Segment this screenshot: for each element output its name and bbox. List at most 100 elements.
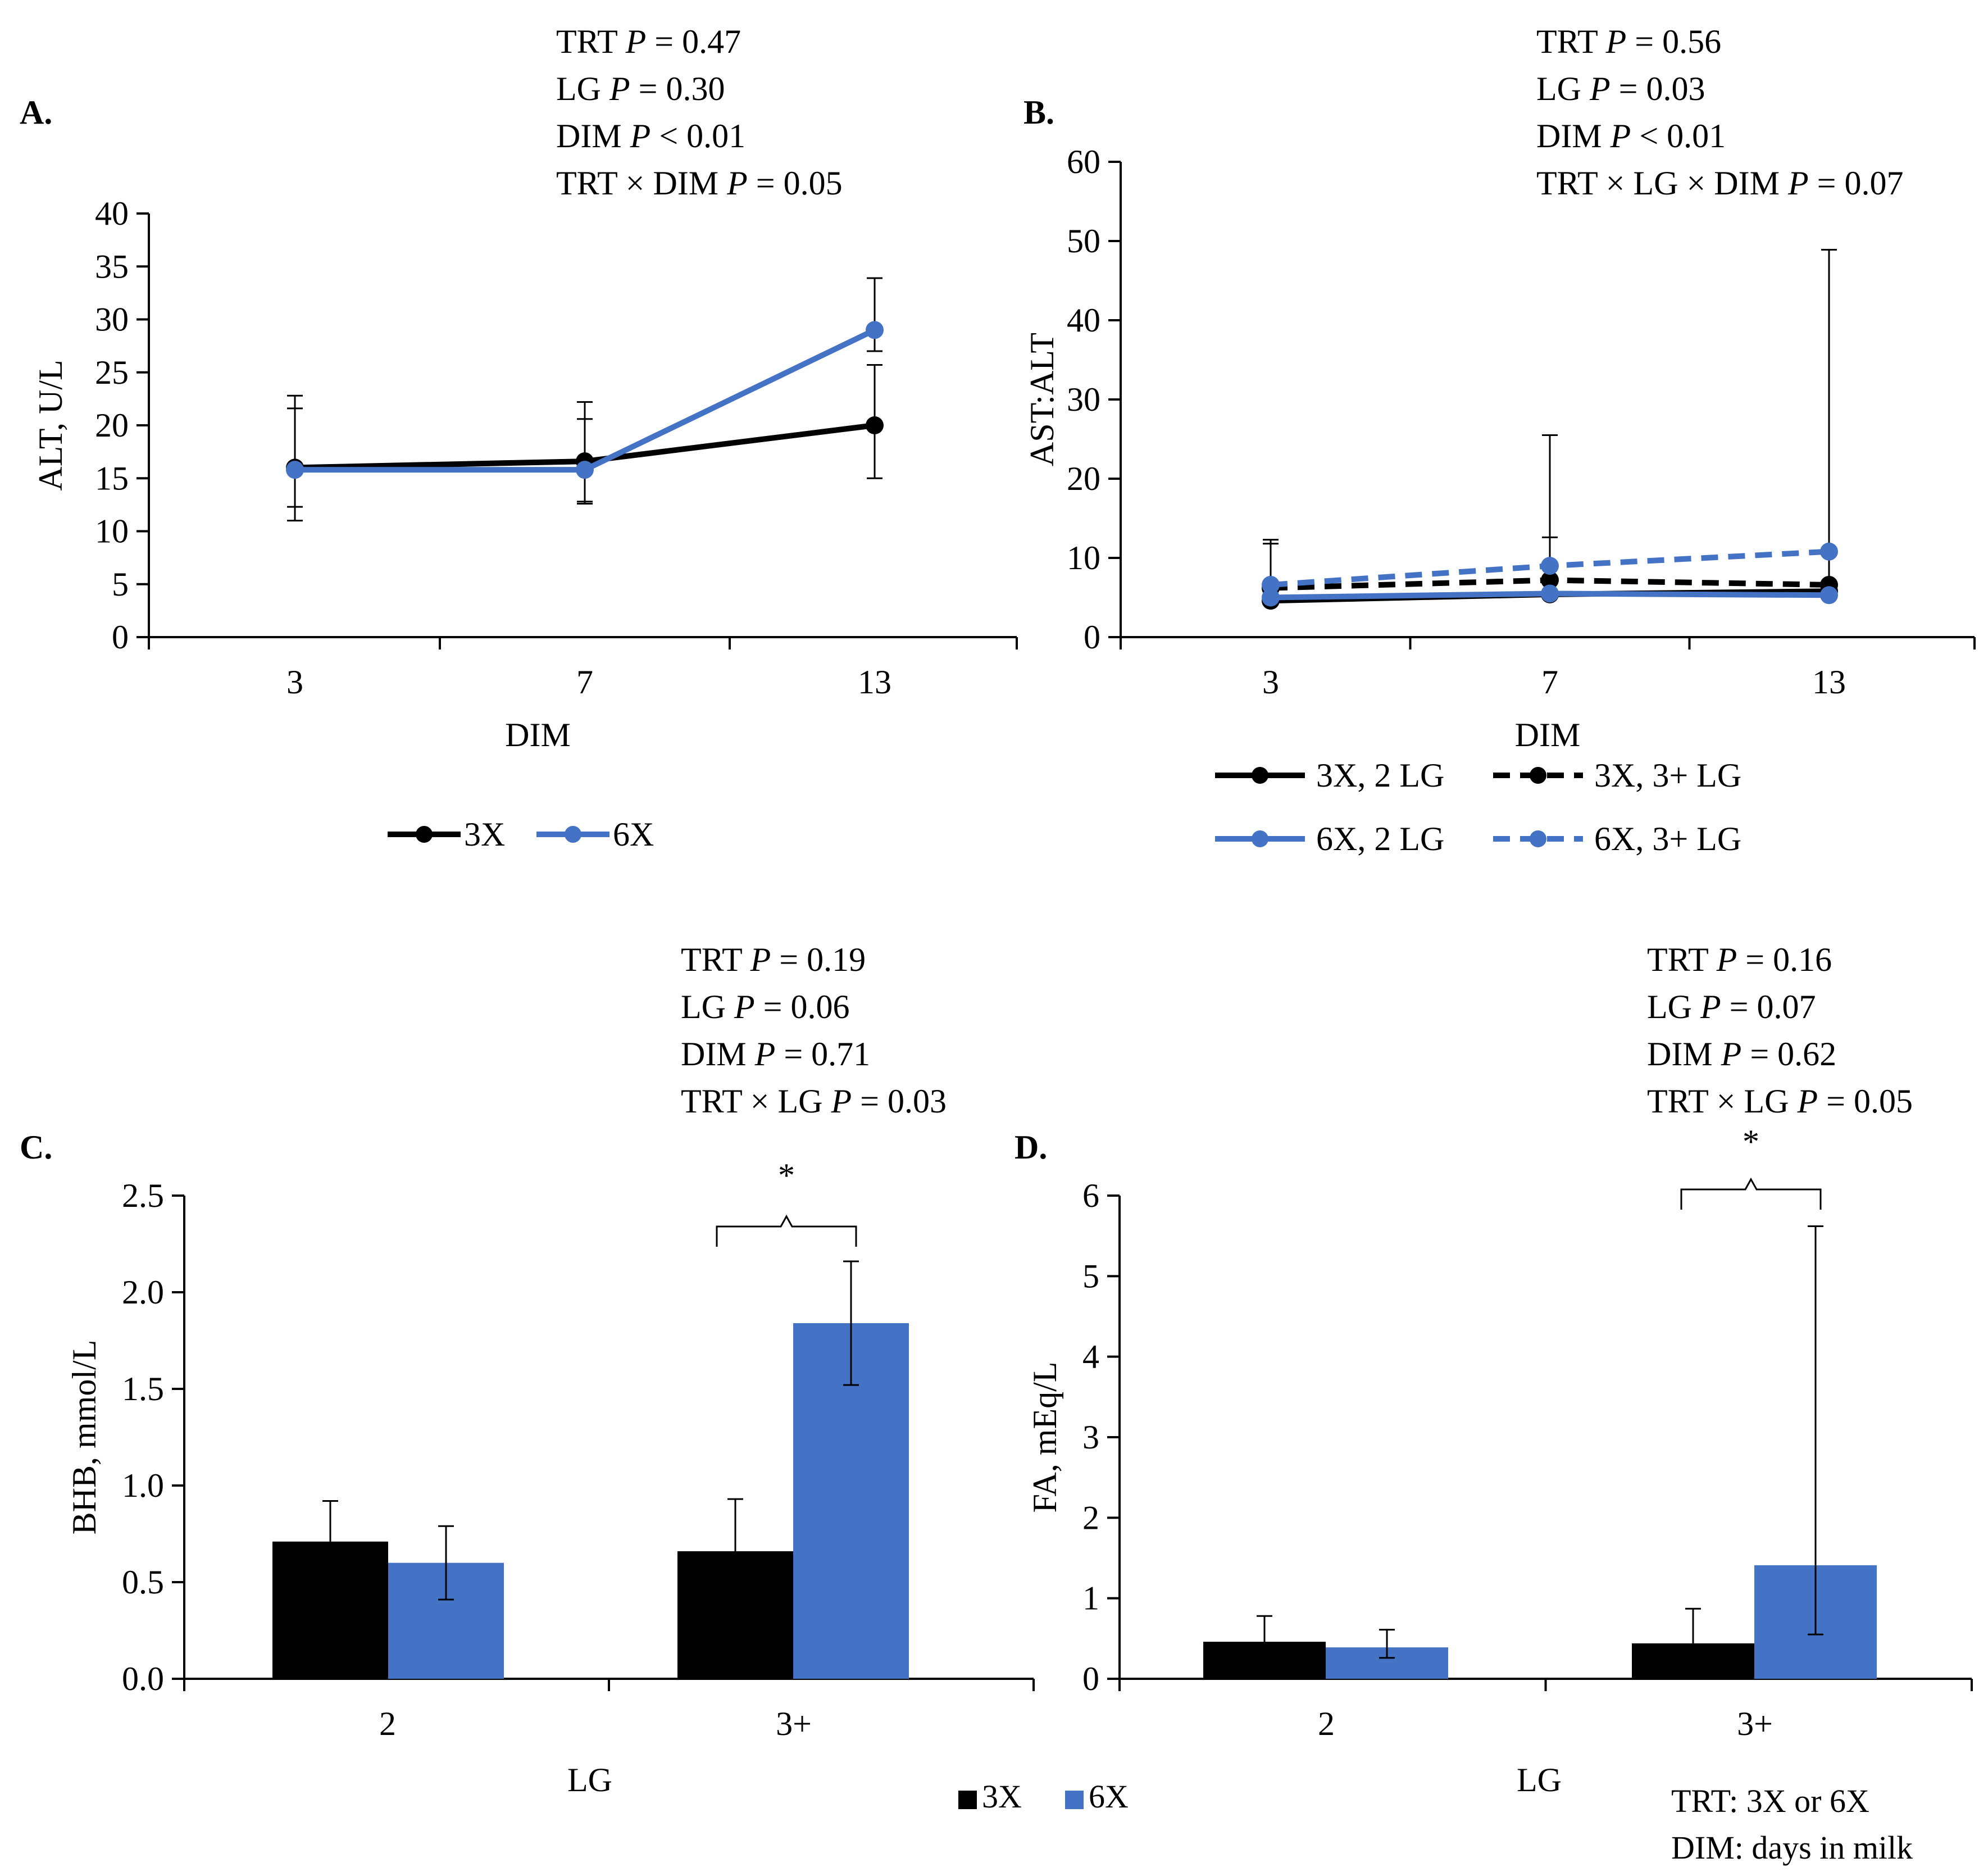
- legend-marker: [416, 826, 433, 843]
- legend-label: 3X, 3+ LG: [1594, 757, 1741, 794]
- y-tick-label: 1: [1082, 1580, 1099, 1617]
- y-axis-label: AST:ALT: [1023, 333, 1061, 466]
- panel-label: C.: [20, 1129, 52, 1166]
- data-point: [1541, 584, 1559, 603]
- y-tick-label: 2.0: [122, 1274, 164, 1311]
- stat-line: TRT × LG P = 0.05: [1647, 1083, 1913, 1120]
- data-point: [1541, 557, 1559, 575]
- x-tick-label: 3+: [776, 1705, 812, 1742]
- y-tick-label: 0: [1082, 1660, 1099, 1697]
- stat-line: DIM P < 0.01: [556, 117, 745, 155]
- legend-label-6x: 6X: [1089, 1778, 1129, 1815]
- y-tick-label: 30: [1067, 381, 1100, 418]
- y-tick-label: 2: [1082, 1499, 1099, 1536]
- x-tick-label: 7: [1541, 664, 1558, 701]
- legend-marker: [1530, 767, 1546, 784]
- bar: [272, 1541, 388, 1679]
- significance-star: *: [778, 1157, 795, 1194]
- data-point: [1262, 588, 1280, 607]
- x-tick-label: 2: [379, 1705, 396, 1742]
- legend-marker: [1530, 830, 1546, 847]
- stat-line: TRT P = 0.16: [1647, 941, 1832, 978]
- y-tick-label: 0.5: [122, 1564, 164, 1601]
- significance-star: *: [1743, 1123, 1759, 1160]
- bar: [1632, 1643, 1754, 1679]
- legend-label: 6X, 2 LG: [1316, 820, 1444, 857]
- legend-swatch-3x: [958, 1791, 977, 1809]
- stat-line: LG P = 0.06: [681, 988, 849, 1025]
- stat-line: TRT × LG P = 0.03: [681, 1083, 947, 1120]
- stat-line: LG P = 0.03: [1536, 70, 1705, 107]
- y-tick-label: 6: [1082, 1177, 1099, 1214]
- significance-brace: [1680, 1177, 1822, 1210]
- y-axis-label: BHB, mmol/L: [66, 1340, 103, 1535]
- stat-line: DIM P < 0.01: [1536, 117, 1726, 155]
- legend-marker: [1252, 830, 1268, 847]
- panel-label: A.: [20, 94, 52, 131]
- legend-label: 3X: [464, 816, 505, 853]
- legend-label: 3X, 2 LG: [1316, 757, 1444, 794]
- x-tick-label: 3: [1262, 664, 1279, 701]
- data-point: [1262, 575, 1280, 594]
- legend-label: 6X, 3+ LG: [1594, 820, 1741, 857]
- significance-brace: [716, 1214, 857, 1247]
- y-tick-label: 0.0: [122, 1660, 164, 1697]
- y-tick-label: 60: [1067, 143, 1100, 180]
- legend-label: 6X: [613, 816, 654, 853]
- y-tick-label: 3: [1082, 1419, 1099, 1456]
- y-tick-label: 50: [1067, 222, 1100, 260]
- y-tick-label: 10: [1067, 539, 1100, 576]
- panel-label: D.: [1015, 1129, 1047, 1166]
- legend-swatch-6x: [1065, 1791, 1084, 1809]
- x-axis-label: LG: [1517, 1761, 1562, 1798]
- stat-line: LG P = 0.07: [1647, 988, 1816, 1025]
- y-tick-label: 1.0: [122, 1467, 164, 1504]
- bar-legend: 3X 6X: [958, 1778, 1129, 1815]
- y-tick-label: 4: [1082, 1338, 1099, 1375]
- stat-line: TRT P = 0.19: [681, 941, 866, 978]
- legend-marker: [1252, 767, 1268, 784]
- footnote-trt: TRT: 3X or 6X: [1671, 1783, 1869, 1819]
- y-tick-label: 40: [95, 195, 129, 232]
- y-tick-label: 1.5: [122, 1370, 164, 1407]
- footnote: TRT: 3X or 6X DIM: days in milk: [1671, 1783, 1913, 1866]
- x-tick-label: 13: [858, 664, 891, 701]
- y-tick-label: 15: [95, 460, 129, 497]
- footnote-dim: DIM: days in milk: [1671, 1829, 1913, 1866]
- y-tick-label: 0: [1084, 619, 1100, 656]
- chart-marks: [137, 161, 1976, 1691]
- y-tick-label: 10: [95, 513, 129, 550]
- stat-line: TRT × DIM P = 0.05: [556, 165, 843, 202]
- x-tick-label: 2: [1318, 1705, 1335, 1742]
- data-point: [576, 461, 594, 479]
- panel-label: B.: [1023, 94, 1054, 131]
- data-point: [286, 461, 304, 479]
- y-tick-label: 20: [1067, 460, 1100, 497]
- data-point: [1820, 586, 1838, 605]
- legend-label-3x: 3X: [982, 1778, 1022, 1815]
- y-tick-label: 30: [95, 301, 129, 338]
- stat-line: DIM P = 0.62: [1647, 1035, 1836, 1073]
- x-axis-label: DIM: [1515, 716, 1581, 753]
- y-tick-label: 20: [95, 407, 129, 444]
- legend-marker: [565, 826, 581, 843]
- y-tick-label: 35: [95, 248, 129, 285]
- y-tick-label: 0: [112, 619, 129, 656]
- stat-line: TRT P = 0.56: [1536, 23, 1721, 60]
- y-tick-label: 5: [112, 566, 129, 603]
- y-tick-label: 40: [1067, 302, 1100, 339]
- x-axis-label: LG: [567, 1761, 612, 1798]
- stat-line: LG P = 0.30: [556, 70, 725, 107]
- data-point: [866, 321, 884, 339]
- data-point: [866, 416, 884, 434]
- stat-line: TRT × LG × DIM P = 0.07: [1536, 165, 1903, 202]
- data-point: [1820, 542, 1838, 561]
- bar: [677, 1551, 793, 1679]
- stat-line: DIM P = 0.71: [681, 1035, 870, 1073]
- bar: [1203, 1642, 1326, 1679]
- y-tick-label: 25: [95, 354, 129, 391]
- y-tick-label: 2.5: [122, 1177, 164, 1214]
- y-axis-label: FA, mEq/L: [1026, 1362, 1063, 1513]
- x-axis-label: DIM: [505, 716, 571, 753]
